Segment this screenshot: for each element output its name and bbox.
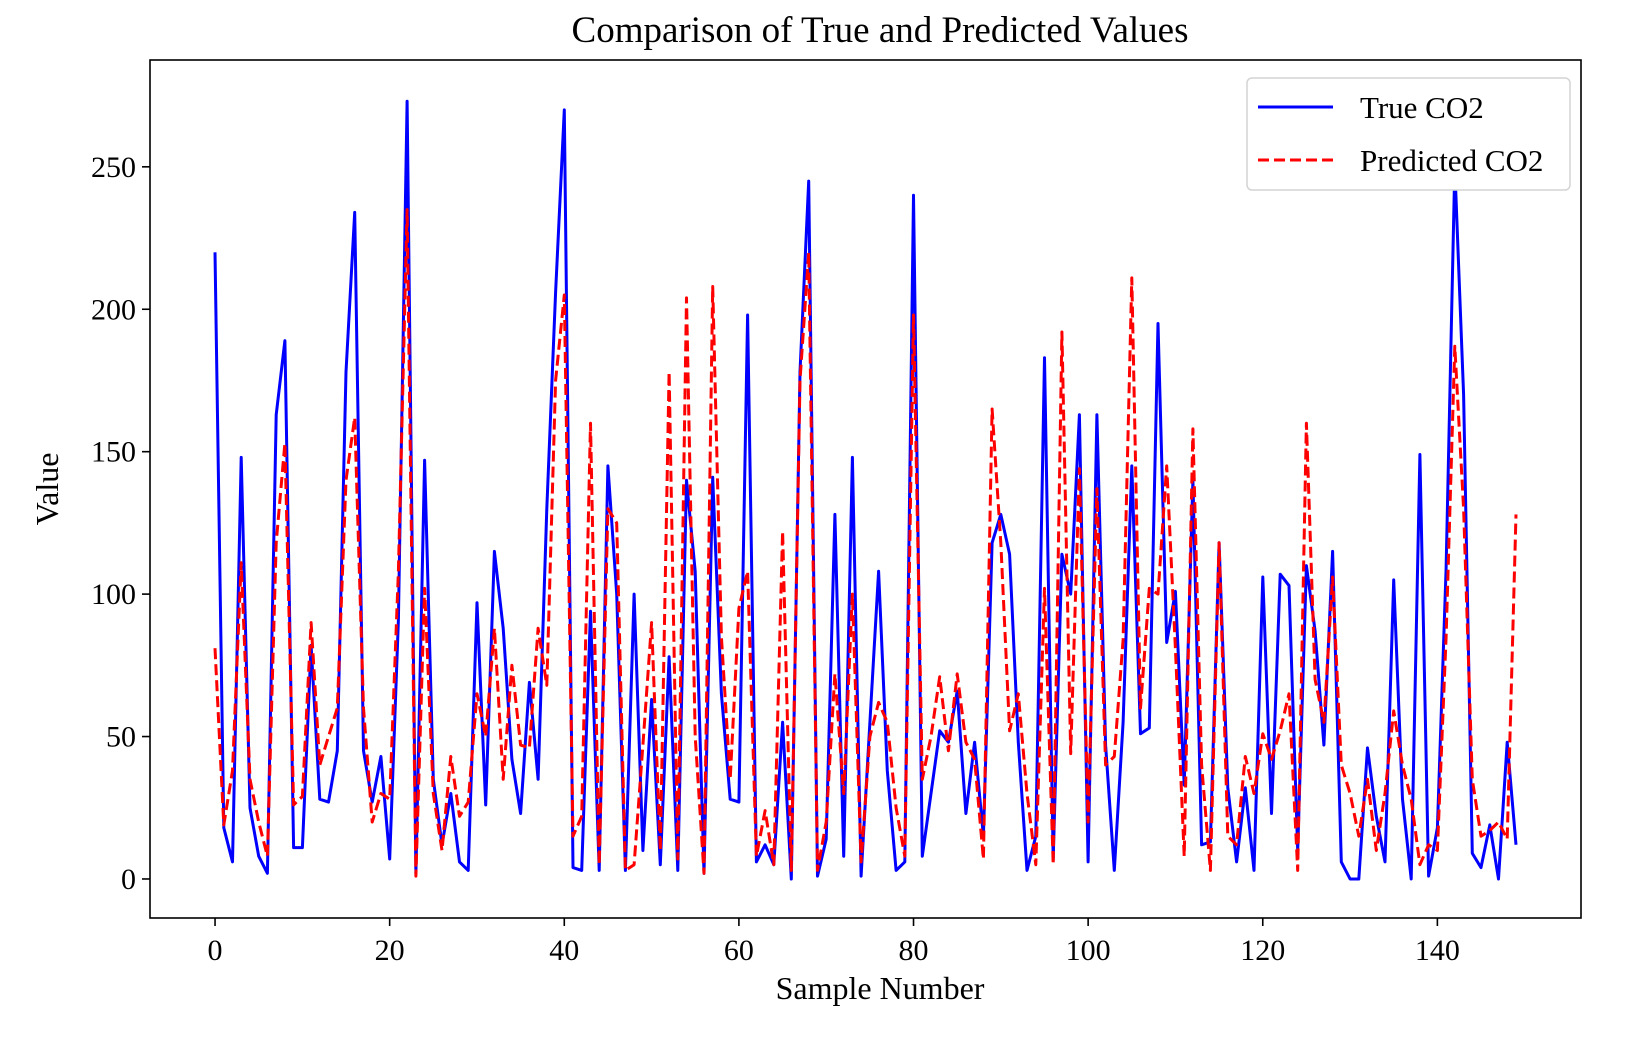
x-tick-label: 140 [1415, 934, 1460, 967]
legend-label-true-co2: True CO2 [1360, 90, 1484, 125]
y-axis: 0 50 100 150 200 250 [91, 151, 150, 896]
y-tick-label: 150 [91, 436, 136, 469]
x-tick-label: 60 [724, 934, 754, 967]
chart-title: Comparison of True and Predicted Values [572, 10, 1189, 51]
series-layer [213, 99, 1518, 881]
x-tick-label: 80 [899, 934, 929, 967]
series-line-predicted-co2 [213, 208, 1518, 878]
x-tick-label: 0 [208, 934, 223, 967]
x-axis-label: Sample Number [776, 970, 985, 1006]
plot-frame [149, 59, 1582, 919]
x-axis: 0 20 40 60 80 100 120 140 [208, 918, 1460, 967]
y-tick-label: 100 [91, 578, 136, 611]
y-axis-label: Value [29, 453, 65, 526]
y-tick-label: 200 [91, 293, 136, 326]
y-tick-label: 250 [91, 151, 136, 184]
y-tick-label: 0 [121, 863, 136, 896]
x-tick-label: 120 [1240, 934, 1285, 967]
x-tick-label: 100 [1066, 934, 1111, 967]
x-tick-label: 40 [549, 934, 579, 967]
legend-label-predicted-co2: Predicted CO2 [1360, 143, 1543, 178]
x-tick-label: 20 [375, 934, 405, 967]
y-tick-label: 50 [106, 721, 136, 754]
legend: True CO2 Predicted CO2 [1246, 77, 1571, 191]
